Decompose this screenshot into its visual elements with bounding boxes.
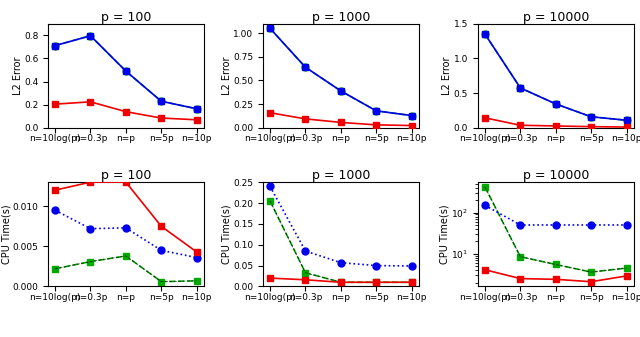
Title: p = 100: p = 100 [100, 169, 151, 182]
Title: p = 100: p = 100 [100, 10, 151, 24]
Y-axis label: CPU Time(s): CPU Time(s) [440, 205, 450, 264]
Y-axis label: L2 Error: L2 Error [221, 57, 232, 95]
Title: p = 10000: p = 10000 [522, 10, 589, 24]
Title: p = 1000: p = 1000 [312, 10, 370, 24]
Y-axis label: CPU Time(s): CPU Time(s) [221, 205, 232, 264]
Y-axis label: L2 Error: L2 Error [442, 57, 452, 95]
Y-axis label: L2 Error: L2 Error [13, 57, 22, 95]
Y-axis label: CPU Time(s): CPU Time(s) [1, 205, 11, 264]
Title: p = 10000: p = 10000 [522, 169, 589, 182]
Title: p = 1000: p = 1000 [312, 169, 370, 182]
